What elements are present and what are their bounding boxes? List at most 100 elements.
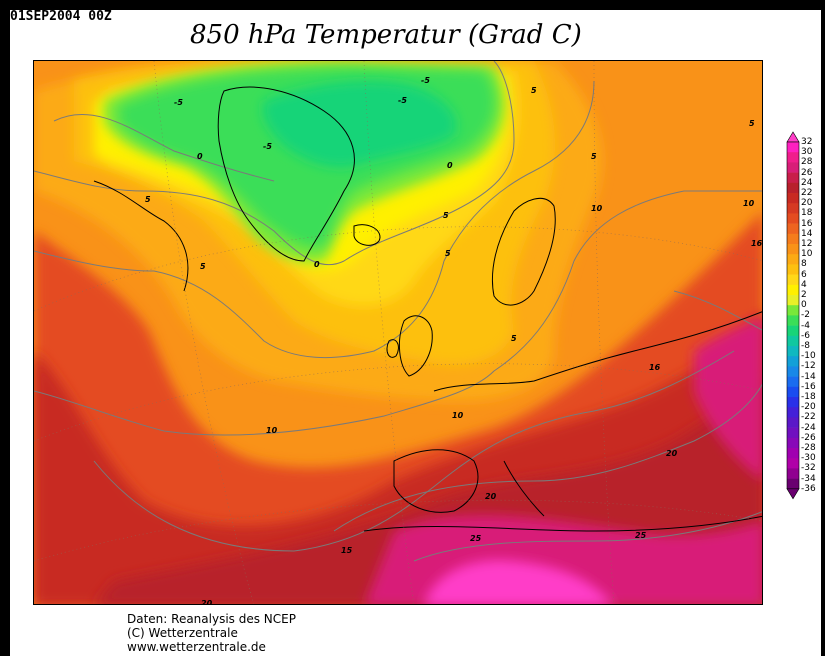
isotherm-15-east [673,290,762,331]
colorbar-tick-label: 22 [801,188,813,198]
colorbar-tick-label: -8 [801,341,810,351]
colorbar-tick-label: 2 [801,290,807,300]
colorbar-tick-label: -10 [801,351,816,362]
colorbar-tick-label: 26 [801,167,813,178]
colorbar-tick-label: -12 [801,361,816,372]
colorbar-tick-label: 20 [801,198,813,209]
colorbar-swatch [787,152,799,163]
colorbar-tick-label: -18 [801,392,816,402]
coastlines [93,86,762,532]
colorbar-swatch [787,274,799,286]
colorbar-tick-label: -28 [801,443,816,453]
colorbar-tick-label: 24 [801,177,813,188]
isotherm-0-a [53,113,275,182]
colorbar-tick-label: -34 [801,473,816,484]
colorbar-tick-label: -26 [801,432,816,443]
colorbar-swatch [787,254,799,265]
colorbar-bottom-arrow [786,488,800,500]
contour-label: 16 [649,363,661,372]
colorbar-swatch [787,142,799,153]
colorbar-tick-label: 8 [801,259,807,270]
contour-label: 5 [200,262,206,271]
field-30-hotspot [424,560,613,604]
britain-coast [398,315,433,377]
colorbar-tick-label: 16 [801,218,813,229]
colorbar [786,131,800,500]
contour-label: 25 [470,534,482,543]
colorbar-swatch [787,305,799,316]
colorbar-tick-label: -24 [801,422,816,433]
contour-label: 25 [635,531,647,540]
colorbar-tick-label: -20 [801,402,816,413]
colorbar-tick-label: 0 [801,300,807,311]
colorbar-tick-label: 32 [801,137,813,147]
contour-label: 0 [314,260,320,269]
colorbar-swatch [787,203,799,214]
contour-label: 5 [511,334,517,343]
contour-label: -5 [174,98,183,107]
isotherm-15 [93,350,735,552]
colorbar-swatch [787,213,799,224]
colorbar-swatch [787,458,799,469]
field-minus6-greenland [262,81,457,168]
colorbar-swatch [787,295,799,306]
colorbar-tick-label: -32 [801,463,816,474]
colorbar-swatch [787,397,799,408]
footer-url: www.wetterzentrale.de [127,640,266,654]
colorbar-swatch [787,162,799,173]
footer-source: Daten: Reanalysis des NCEP [127,612,296,626]
contour-label: 20 [201,599,213,605]
graticule [34,61,762,604]
colorbar-tick-label: 30 [801,147,813,158]
colorbar-tick-label: -2 [801,310,810,321]
colorbar-swatch [787,346,799,357]
colorbar-tick-label: -30 [801,453,816,464]
contour-label: 5 [749,119,755,128]
isotherm-0-b [34,61,515,266]
top-border [0,0,825,10]
colorbar-tick-label: -36 [801,483,816,494]
colorbar-swatch [787,325,799,337]
datestamp: 01SEP2004 00Z [10,9,112,24]
colorbar-swatch [787,193,799,204]
colorbar-swatch [787,223,799,235]
contour-label: 20 [485,492,497,501]
map-title: 850 hPa Temperatur (Grad C) [190,20,582,50]
colorbar-swatch [787,427,799,439]
colorbar-tick-label: 14 [801,228,813,239]
temperature-map: -5 -5 -5 -5 0 0 0 5 5 5 5 5 5 5 10 10 10… [33,60,763,605]
footer-copyright: (C) Wetterzentrale [127,626,238,640]
colorbar-swatch [787,376,799,388]
contour-label: -5 [398,96,407,105]
contour-label: 5 [531,86,537,95]
colorbar-tick-label: -14 [801,371,816,382]
isotherm-10 [34,190,762,436]
colorbar-tick-label: 18 [801,208,813,219]
contour-label: 20 [666,449,678,458]
right-border [821,0,825,656]
isotherm-20 [333,383,762,532]
colorbar-tick-label: -4 [801,320,810,331]
colorbar-tick-label: -16 [801,381,816,392]
colorbar-swatch [787,284,799,296]
contour-label: 0 [447,161,453,170]
colorbar-tick-label: -6 [801,330,810,341]
africa-coast [363,515,762,532]
canada-coast [93,180,189,292]
contour-label: 10 [266,426,278,435]
colorbar-swatch [787,264,799,275]
colorbar-tick-label: 12 [801,239,813,249]
colorbar-swatch [787,244,799,255]
colorbar-swatch [787,407,799,418]
footer: Daten: Reanalysis des NCEP (C) Wetterzen… [127,612,296,654]
colorbar-tick-label: 10 [801,249,813,260]
colorbar-tick-label: -22 [801,412,816,423]
colorbar-blocks [786,131,800,500]
iberia-coast [393,449,479,513]
field-26-east [694,316,762,480]
colorbar-top-arrow [786,131,800,143]
colorbar-swatch [787,448,799,459]
colorbar-swatch [787,172,799,184]
iceland-coast [353,224,381,246]
colorbar-swatch [787,335,799,347]
